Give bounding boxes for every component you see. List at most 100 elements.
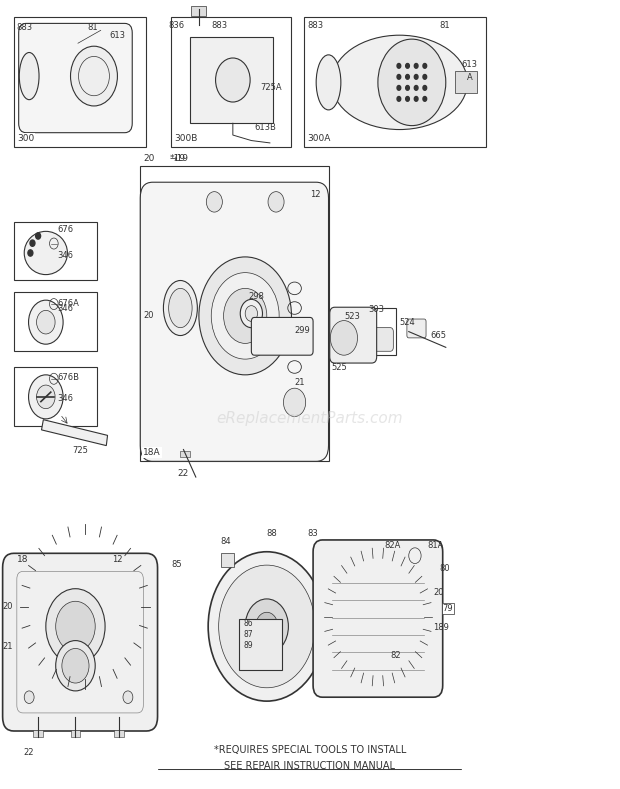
- Text: 20: 20: [2, 602, 13, 611]
- Text: 82: 82: [390, 651, 401, 660]
- Circle shape: [211, 273, 279, 359]
- Circle shape: [414, 85, 418, 90]
- Text: 87: 87: [243, 630, 253, 639]
- Text: *19: *19: [170, 154, 186, 163]
- FancyBboxPatch shape: [344, 327, 393, 351]
- Text: 883: 883: [211, 21, 228, 30]
- Text: 346: 346: [57, 394, 73, 403]
- Bar: [221, 553, 234, 567]
- Text: 81: 81: [88, 24, 99, 32]
- Circle shape: [397, 63, 401, 68]
- Circle shape: [46, 589, 105, 664]
- Circle shape: [397, 96, 401, 101]
- Ellipse shape: [332, 36, 467, 129]
- Text: 12: 12: [112, 555, 123, 563]
- Text: 300B: 300B: [174, 134, 198, 143]
- Text: 883: 883: [17, 24, 33, 32]
- Text: 883: 883: [307, 21, 323, 30]
- Text: 525: 525: [332, 363, 347, 372]
- Circle shape: [56, 601, 95, 652]
- Text: 21: 21: [2, 641, 13, 651]
- Circle shape: [423, 74, 427, 79]
- Text: 300A: 300A: [307, 134, 330, 143]
- Text: 83: 83: [307, 529, 317, 538]
- Ellipse shape: [24, 231, 68, 275]
- Text: 18: 18: [17, 555, 29, 563]
- Circle shape: [423, 63, 427, 68]
- Text: 79: 79: [443, 604, 453, 613]
- Circle shape: [199, 257, 291, 375]
- Text: 613B: 613B: [254, 122, 277, 132]
- Circle shape: [24, 691, 34, 704]
- Ellipse shape: [169, 288, 192, 327]
- Text: 346: 346: [57, 304, 73, 312]
- Text: 665: 665: [430, 331, 446, 340]
- Text: eReplacementParts.com: eReplacementParts.com: [216, 410, 404, 425]
- Circle shape: [414, 74, 418, 79]
- Bar: [341, 308, 396, 355]
- Text: 84: 84: [221, 537, 231, 546]
- Text: SEE REPAIR INSTRUCTION MANUAL: SEE REPAIR INSTRUCTION MANUAL: [224, 761, 396, 771]
- Bar: [14, 17, 146, 147]
- Text: 676A: 676A: [57, 298, 79, 308]
- Text: 86: 86: [243, 619, 253, 628]
- Polygon shape: [42, 420, 107, 446]
- Bar: [239, 619, 282, 670]
- Text: 20: 20: [433, 588, 444, 597]
- Circle shape: [241, 299, 262, 327]
- FancyBboxPatch shape: [407, 319, 426, 338]
- Text: 80: 80: [440, 564, 450, 574]
- Text: 12: 12: [310, 190, 321, 199]
- Circle shape: [28, 250, 33, 256]
- Text: 523: 523: [344, 312, 360, 321]
- Text: 85: 85: [171, 560, 182, 570]
- Text: 299: 299: [294, 326, 311, 335]
- Circle shape: [216, 58, 250, 102]
- Text: 524: 524: [399, 318, 415, 327]
- Bar: [14, 367, 97, 426]
- Circle shape: [405, 74, 409, 79]
- Text: 676: 676: [57, 226, 73, 234]
- Bar: [14, 292, 97, 351]
- Text: 81A: 81A: [427, 540, 444, 550]
- Circle shape: [405, 96, 409, 101]
- Text: *REQUIRES SPECIAL TOOLS TO INSTALL: *REQUIRES SPECIAL TOOLS TO INSTALL: [214, 745, 406, 755]
- Bar: [455, 71, 477, 93]
- Text: 82A: 82A: [384, 540, 401, 550]
- Circle shape: [123, 691, 133, 704]
- Text: 298: 298: [248, 292, 264, 301]
- Circle shape: [397, 74, 401, 79]
- Text: 725A: 725A: [260, 84, 282, 92]
- Bar: [33, 730, 43, 736]
- Text: 613: 613: [461, 60, 477, 69]
- Text: →19: →19: [170, 154, 189, 163]
- FancyBboxPatch shape: [19, 24, 132, 133]
- Circle shape: [71, 47, 117, 106]
- Circle shape: [414, 63, 418, 68]
- Text: 18A: 18A: [143, 448, 161, 458]
- Text: A: A: [467, 73, 473, 82]
- FancyBboxPatch shape: [313, 540, 443, 697]
- Circle shape: [405, 63, 409, 68]
- Circle shape: [405, 85, 409, 90]
- Circle shape: [423, 85, 427, 90]
- Circle shape: [397, 85, 401, 90]
- Text: 836: 836: [168, 21, 184, 30]
- Bar: [14, 222, 97, 281]
- Circle shape: [219, 565, 315, 688]
- Ellipse shape: [19, 53, 39, 99]
- Bar: [140, 166, 329, 462]
- Text: 613: 613: [109, 32, 125, 40]
- Bar: [171, 17, 291, 147]
- Circle shape: [206, 192, 223, 212]
- Circle shape: [35, 233, 40, 239]
- Text: 300: 300: [17, 134, 34, 143]
- FancyBboxPatch shape: [251, 317, 313, 355]
- Bar: [192, 6, 206, 16]
- Text: 81: 81: [440, 21, 450, 30]
- Circle shape: [330, 320, 358, 355]
- Circle shape: [245, 305, 257, 321]
- Circle shape: [378, 39, 446, 125]
- Circle shape: [29, 300, 63, 344]
- Text: 725: 725: [73, 447, 88, 455]
